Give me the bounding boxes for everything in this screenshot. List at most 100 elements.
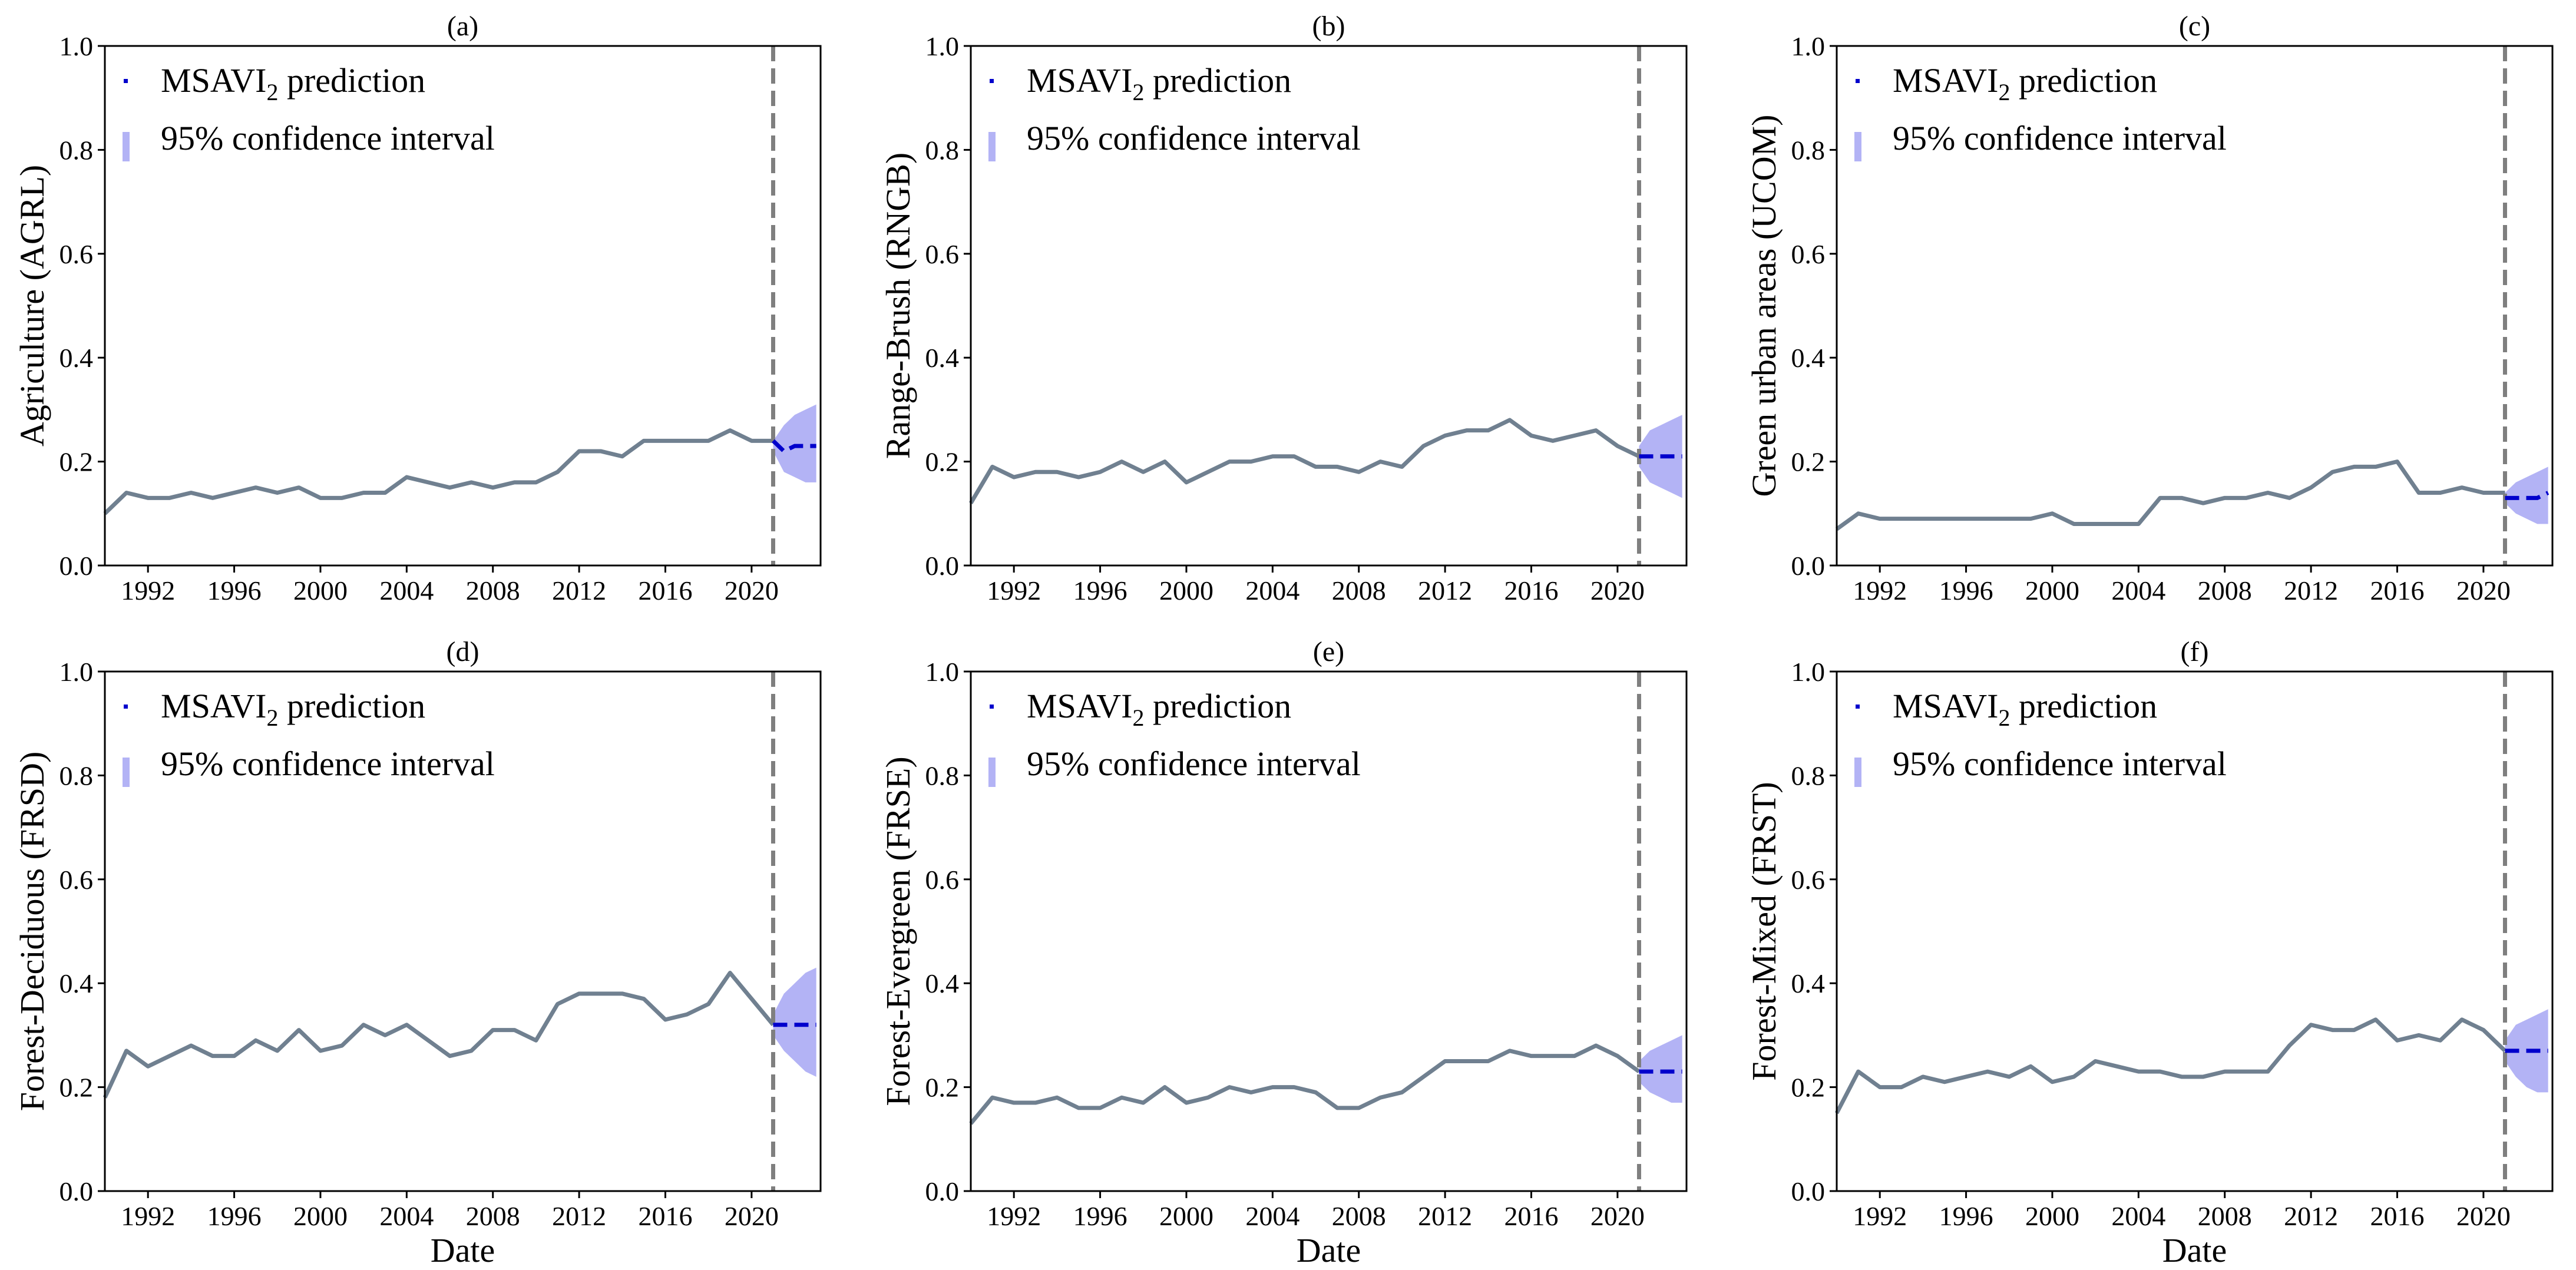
x-tick-label: 1996 [1073,576,1127,606]
y-tick-label: 0.6 [59,865,94,895]
x-tick-label: 2008 [2198,576,2252,606]
x-tick-label: 2020 [1590,576,1645,606]
confidence-band [2505,467,2548,524]
chart-title: (d) [447,636,480,667]
observed-line [1835,459,2505,531]
legend-swatch-ci [988,758,996,787]
y-tick-label: 0.4 [925,968,960,998]
chart-panel-1: 0.0 0.2 0.4 0.6 0.8 1.0 1992 1996 2000 2004 2008 20… [879,11,1688,606]
legend-label-prediction: MSAVI2 prediction [1027,687,1291,731]
legend-label-ci: 95% confidence interval [161,745,495,783]
confidence-band [773,967,816,1077]
y-tick-label: 0.0 [1791,1176,1826,1206]
observed-line [968,418,1641,504]
x-tick-label: 2004 [1245,1201,1299,1231]
legend-label-main: MSAVI [1893,687,1998,725]
x-tick-label: 2000 [293,576,348,606]
x-axis-label: Date [1297,1231,1361,1269]
legend-marker [1856,705,1860,709]
x-tick-label: 2020 [2456,1201,2511,1231]
y-tick-label: 0.4 [59,343,94,373]
legend-label-rest: prediction [1144,687,1291,725]
x-tick-label: 1992 [987,1201,1041,1231]
legend-label-ci: 95% confidence interval [1027,119,1361,157]
legend-label-rest: prediction [1144,61,1291,100]
legend-label-rest: prediction [2010,687,2157,725]
legend-label-main: MSAVI [161,687,266,725]
y-tick-label: 0.8 [59,135,94,165]
plot-frame [1836,45,2554,567]
y-tick-label: 1.0 [925,31,960,61]
x-tick-label: 1996 [1939,1201,1993,1231]
x-tick-label: 1992 [121,576,175,606]
x-tick-label: 2012 [2284,1201,2338,1231]
y-axis-label: Green urban areas (UCOM) [1745,114,1783,497]
y-tick-label: 0.8 [59,760,94,791]
plot-frame [104,45,822,567]
x-tick-label: 2020 [725,576,779,606]
y-tick-label: 0.0 [925,551,960,581]
legend-label-main: MSAVI [1027,687,1132,725]
y-tick-label: 0.4 [59,968,94,998]
y-axis-label: Agriculture (AGRL) [13,165,51,447]
y-tick-label: 0.8 [1791,760,1826,791]
x-tick-label: 1992 [121,1201,175,1231]
x-tick-label: 1992 [1853,1201,1907,1231]
legend-swatch-ci [123,758,130,787]
y-tick-label: 1.0 [925,657,960,687]
legend-marker [1856,79,1860,83]
y-tick-label: 0.2 [59,447,94,477]
legend-label-subscript: 2 [1998,705,2010,731]
observed-line [103,428,773,515]
chart-title: (f) [2181,636,2209,667]
legend-label-subscript: 2 [1132,79,1144,105]
legend-marker [990,705,994,709]
y-tick-label: 0.6 [925,239,960,269]
x-tick-label: 2020 [725,1201,779,1231]
x-tick-label: 2008 [1332,576,1386,606]
y-axis-label: Forest-Evergreen (FRSE) [879,756,917,1106]
legend-swatch-ci [1854,758,1861,787]
legend-label-main: MSAVI [161,61,266,100]
y-tick-label: 1.0 [59,657,94,687]
y-tick-label: 0.2 [1791,447,1826,477]
x-tick-label: 2000 [1159,1201,1213,1231]
y-tick-label: 0.6 [59,239,94,269]
x-tick-label: 1996 [207,576,262,606]
confidence-band [1639,1035,1682,1103]
chart-panel-2: 0.0 0.2 0.4 0.6 0.8 1.0 1992 1996 2000 2004 2008 20… [1745,11,2554,606]
y-axis-label: Forest-Mixed (FRST) [1745,782,1783,1081]
x-tick-label: 1992 [987,576,1041,606]
x-tick-label: 1992 [1853,576,1907,606]
confidence-band [773,404,816,482]
chart-title: (b) [1312,11,1345,42]
x-tick-label: 2012 [552,576,606,606]
legend-label-ci: 95% confidence interval [1027,745,1361,783]
y-tick-label: 0.4 [1791,968,1826,998]
x-tick-label: 2004 [2111,576,2165,606]
chart-panel-4: 0.0 0.2 0.4 0.6 0.8 1.0 1992 1996 2000 2004 2008 20… [879,636,1688,1269]
plot-frame [970,45,1688,567]
x-tick-label: 2020 [2456,576,2511,606]
legend-label-rest: prediction [278,687,425,725]
x-tick-label: 2004 [2111,1201,2165,1231]
observed-line [1834,1017,2506,1114]
x-tick-label: 2012 [552,1201,606,1231]
chart-panel-5: 0.0 0.2 0.4 0.6 0.8 1.0 1992 1996 2000 2004 2008 20… [1745,636,2554,1269]
x-axis-label: Date [431,1231,495,1269]
x-tick-label: 2000 [1159,576,1213,606]
legend-label-prediction: MSAVI2 prediction [1893,61,2157,105]
x-tick-label: 1996 [207,1201,262,1231]
y-tick-label: 0.4 [925,343,960,373]
prediction-line [772,439,816,454]
legend-label-main: MSAVI [1027,61,1132,100]
y-tick-label: 1.0 [1791,657,1826,687]
legend-label-ci: 95% confidence interval [161,119,495,157]
x-tick-label: 2008 [466,1201,520,1231]
y-tick-label: 0.6 [1791,239,1826,269]
x-tick-label: 2000 [293,1201,348,1231]
x-tick-label: 2016 [1504,1201,1559,1231]
chart-title: (a) [447,11,478,42]
legend-label-ci: 95% confidence interval [1893,745,2227,783]
x-tick-label: 2016 [1504,576,1559,606]
